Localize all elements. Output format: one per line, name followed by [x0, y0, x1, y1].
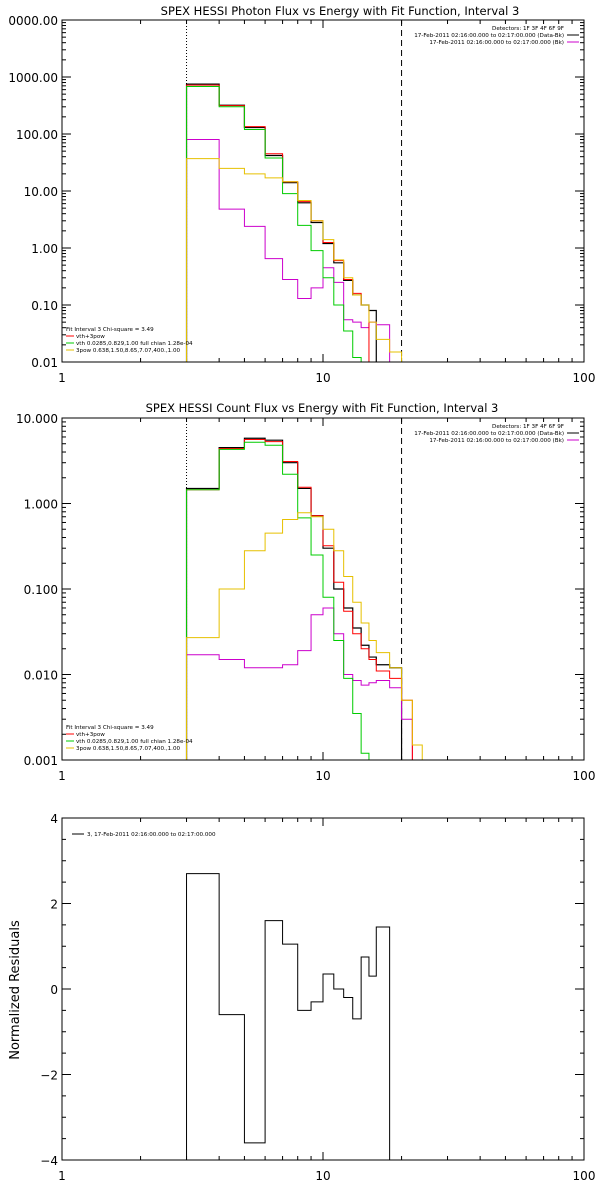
- count-series-vth: [186, 441, 370, 760]
- residuals-series-residuals: [186, 873, 402, 1161]
- count-series-data-bk: [185, 437, 403, 760]
- residuals-x-tick-label: 100: [573, 1169, 596, 1183]
- count-y-tick-label: 1.000: [24, 498, 58, 512]
- count-series-vth-3pow: [186, 439, 413, 760]
- count-legend-entry: vth 0.0285,0.829,1.00 full chian 1.28e-0…: [76, 739, 193, 745]
- count-x-tick-label: 100: [573, 769, 596, 783]
- count-series-bk: [186, 607, 413, 760]
- residuals-y-tick-label: 2: [50, 898, 58, 912]
- count-info-line: Detectors: 1F 3F 4F 6F 9F: [492, 424, 564, 430]
- photon-series-vth-3pow: [186, 84, 370, 362]
- count-flux-plot-frame: [61, 417, 585, 761]
- residuals-panel: Normalized Residuals 1 10 100 −4 −2 0 2 4 3, 17…: [8, 812, 595, 1183]
- count-flux-title: SPEX HESSI Count Flux vs Energy with Fit…: [146, 401, 499, 415]
- photon-legend-entry: vth 0.0285,0.829,1.00 full chian 1.28e-0…: [76, 341, 193, 347]
- count-series-3pow: [186, 512, 423, 760]
- photon-series-bk: [186, 139, 391, 362]
- photon-y-tick-label: 100.00: [16, 128, 58, 142]
- photon-x-tick-label: 10: [315, 371, 330, 385]
- photon-series-3pow: [186, 158, 403, 362]
- residuals-y-tick-label: −4: [40, 1154, 58, 1168]
- photon-y-tick-label: 0.10: [31, 299, 58, 313]
- photon-info-line: 17-Feb-2011 02:16:00.000 to 02:17:00.000…: [429, 40, 564, 46]
- count-y-tick-label: 0.010: [24, 669, 58, 683]
- residuals-plot-frame: [61, 817, 585, 1161]
- count-y-tick-label: 10.000: [16, 412, 58, 426]
- photon-legend-entry: Fit Interval 3 Chi-square = 3.49: [66, 327, 154, 333]
- residuals-x-tick-label: 10: [315, 1169, 330, 1183]
- photon-y-tick-label: 1.00: [31, 242, 58, 256]
- count-x-tick-label: 10: [315, 769, 330, 783]
- photon-x-tick-label: 100: [573, 371, 596, 385]
- residuals-x-tick-label: 1: [58, 1169, 66, 1183]
- photon-flux-plot-frame: [61, 19, 585, 363]
- photon-legend-entry: 3pow 0.638,1.50,8.65,7.07,400.,1.00: [76, 348, 181, 354]
- residuals-y-tick-label: 4: [50, 812, 58, 826]
- count-y-tick-label: 0.001: [24, 754, 58, 768]
- count-y-tick-label: 0.100: [24, 583, 58, 597]
- count-legend-entry: vth+3pow: [76, 732, 105, 738]
- photon-y-tick-label: 1000.00: [8, 71, 58, 85]
- photon-x-tick-label: 1: [58, 371, 66, 385]
- count-legend-entry: Fit Interval 3 Chi-square = 3.49: [66, 725, 154, 731]
- photon-y-tick-label: 0000.00: [8, 14, 58, 28]
- photon-legend-entry: vth+3pow: [76, 334, 105, 340]
- residuals-y-tick-label: −2: [40, 1069, 58, 1083]
- residuals-y-tick-label: 0: [50, 983, 58, 997]
- photon-info-line: 17-Feb-2011 02:16:00.000 to 02:17:00.000…: [414, 33, 564, 39]
- photon-flux-title: SPEX HESSI Photon Flux vs Energy with Fi…: [161, 4, 520, 18]
- photon-y-tick-label: 10.00: [24, 185, 58, 199]
- residuals-legend-entry: 3, 17-Feb-2011 02:16:00.000 to 02:17:00.…: [87, 832, 216, 838]
- count-legend-entry: 3pow 0.638,1.50,8.65,7.07,400.,1.00: [76, 746, 181, 752]
- photon-flux-panel: SPEX HESSI Photon Flux vs Energy with Fi…: [8, 4, 595, 385]
- count-info-line: 17-Feb-2011 02:16:00.000 to 02:17:00.000…: [414, 431, 564, 437]
- photon-series-data-bk: [185, 83, 377, 362]
- count-info-line: 17-Feb-2011 02:16:00.000 to 02:17:00.000…: [429, 438, 564, 444]
- residuals-y-axis-label: Normalized Residuals: [8, 920, 23, 1060]
- count-x-tick-label: 1: [58, 769, 66, 783]
- photon-series-vth: [186, 86, 362, 362]
- photon-y-tick-label: 0.01: [31, 356, 58, 370]
- photon-info-line: Detectors: 1F 3F 4F 6F 9F: [492, 26, 564, 32]
- count-flux-panel: SPEX HESSI Count Flux vs Energy with Fit…: [16, 401, 595, 783]
